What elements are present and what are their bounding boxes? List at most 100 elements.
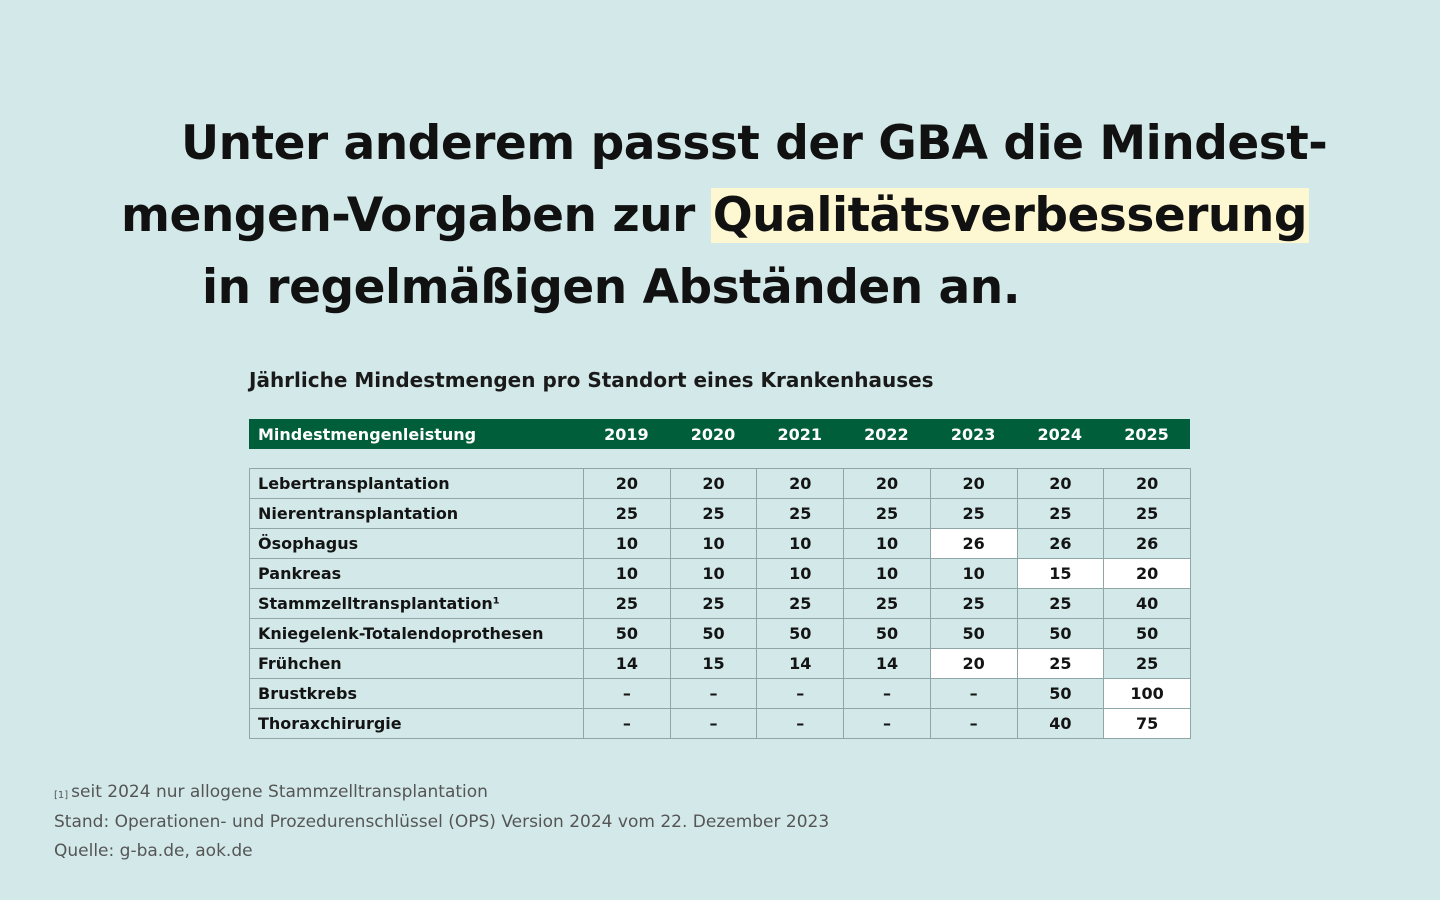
footnote-source: Quelle: g-ba.de, aok.de [54,841,253,861]
table-subtitle: Jährliche Mindestmengen pro Standort ein… [249,368,934,392]
table-cell: – [669,678,758,709]
table-cell: 20 [1103,558,1191,589]
table-cell: – [756,678,845,709]
table-cell: 10 [669,558,758,589]
table-cell: 20 [929,648,1018,679]
table-cell: 25 [929,498,1018,529]
table-row: Thoraxchirurgie – – – – –40 75 [249,708,1191,739]
header-year: 2025 [1124,424,1169,444]
table-cell: 100 [1103,678,1191,709]
footnotes: [1] seit 2024 nur allogene Stammzelltrans… [54,778,829,867]
table-cell: 20 [1016,468,1105,499]
footnote-1-text: seit 2024 nur allogene Stammzelltranspla… [71,782,488,802]
table-cell: 20 [843,468,931,499]
table-cell: 40 [1016,708,1105,739]
row-label: Thoraxchirurgie [249,708,584,739]
table-cell: 26 [1016,528,1105,559]
table-cell: 14 [583,648,671,679]
table-row: Kniegelenk-Totalendoprothesen 50 50 50 50 50 5… [249,618,1191,649]
table-cell: – [583,678,671,709]
row-label: Nierentransplantation [249,498,584,529]
table-cell: 25 [1016,648,1105,679]
table-cell: 75 [1103,708,1191,739]
table-cell: 50 [669,618,758,649]
headline-highlight: Qualitätsverbesserung [710,188,1309,243]
table-cell: 25 [1016,588,1105,619]
table-cell: 26 [929,528,1018,559]
table-cell: 20 [583,468,671,499]
table-cell: 10 [843,528,931,559]
row-label: Kniegelenk-Totalendoprothesen [249,618,584,649]
table-cell: 25 [583,498,671,529]
table-cell: 25 [583,588,671,619]
row-label: Stammzelltransplantation¹ [249,588,584,619]
table-cell: – [756,708,845,739]
header-year: 2020 [690,424,736,444]
table-cell: 10 [583,558,671,589]
table-cell: 25 [756,588,845,619]
table-cell: – [669,708,758,739]
table-cell: 26 [1103,528,1191,559]
table-cell: 10 [583,528,671,559]
table-cell: 25 [843,498,931,529]
header-year: 2023 [950,424,996,444]
table-cell: – [583,708,671,739]
table-cell: 50 [583,618,671,649]
row-label: Pankreas [249,558,584,589]
table-cell: 25 [1103,498,1191,529]
headline-line-2: mengen-Vorgaben zur Qualitätsverbesserun… [121,180,1309,252]
row-label: Frühchen [249,648,584,679]
table-row: Pankreas 10 10 10 10 10 15 20 [249,558,1191,589]
table-cell: – [843,708,931,739]
row-label: Lebertransplantation [249,468,584,499]
table-cell: 20 [669,468,758,499]
footnote-marker: [1] [54,790,69,801]
row-label: Ösophagus [249,528,584,559]
table-cell: – [929,678,1018,709]
table-row: Ösophagus 10 10 10 10 26 26 26 [249,528,1191,559]
minimum-quantities-table: Lebertransplantation 20 20 20 20 20 20 20 Nieren… [249,468,1191,739]
table-cell: 10 [843,558,931,589]
table-cell: 15 [1016,558,1105,589]
headline-line-3: in regelmäßigen Abständen an. [202,260,1021,315]
row-label: Brustkrebs [249,678,584,709]
table-cell: 25 [843,588,931,619]
table-cell: 20 [929,468,1018,499]
table-row: Stammzelltransplantation¹ 25 25 25 25 25 25 40 [249,588,1191,619]
header-year: 2019 [604,424,649,444]
table-cell: 50 [929,618,1018,649]
table-cell: 25 [756,498,845,529]
table-header-bar: Mindestmengenleistung 2019 2020 2021 202… [249,419,1190,449]
table-cell: 20 [756,468,845,499]
table-body: Lebertransplantation 20 20 20 20 20 20 20 Nieren… [249,468,1191,739]
table-row: Lebertransplantation 20 20 20 20 20 20 20 [249,468,1191,499]
table-cell: 10 [669,528,758,559]
table-row: Frühchen 14 15 14 14 20 25 25 [249,648,1191,679]
table-cell: 40 [1103,588,1191,619]
headline-line-1: Unter anderem passst der GBA die Mindest… [181,116,1328,171]
header-year: 2022 [864,424,909,444]
header-year: 2024 [1037,424,1083,444]
table-cell: 25 [1016,498,1105,529]
table-cell: 50 [1016,678,1105,709]
table-cell: 25 [669,588,758,619]
footnote-1: [1] seit 2024 nur allogene Stammzelltrans… [54,778,829,808]
table-cell: 25 [669,498,758,529]
table-cell: – [843,678,931,709]
table-row: Nierentransplantation 25 25 25 25 25 25 25 [249,498,1191,529]
table-cell: 50 [843,618,931,649]
table-row: Brustkrebs – – – – –50 100 [249,678,1191,709]
headline-line-2-text: mengen-Vorgaben zur [121,188,711,243]
table-cell: 14 [843,648,931,679]
table-cell: 50 [1016,618,1105,649]
header-year: 2021 [777,424,822,444]
footnote-status: Stand: Operationen- und Prozedurenschlüs… [54,811,830,832]
table-cell: 50 [1103,618,1191,649]
table-cell: 50 [756,618,845,649]
header-label: Mindestmengenleistung [258,424,477,444]
table-cell: 20 [1103,468,1191,499]
table-cell: – [929,708,1018,739]
table-cell: 14 [756,648,845,679]
table-cell: 10 [756,528,845,559]
table-cell: 10 [756,558,845,589]
